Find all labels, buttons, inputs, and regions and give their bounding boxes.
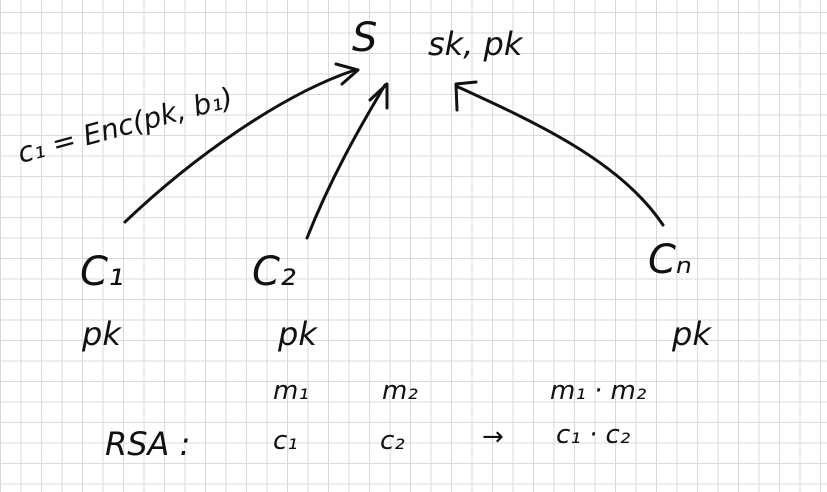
message-1: m₁	[273, 378, 309, 404]
rsa-label: RSA :	[105, 428, 190, 460]
arrow-cn-to-server	[456, 86, 663, 225]
client-1-key: pk	[82, 318, 121, 350]
arrow-c1-to-server	[125, 70, 355, 222]
ciphertext-1: c₁	[273, 428, 298, 454]
client-1-label: C₁	[80, 252, 124, 292]
client-2-label: C₂	[252, 252, 296, 292]
message-product: m₁ · m₂	[550, 378, 646, 404]
ciphertext-product: c₁ · c₂	[556, 422, 630, 448]
client-2-key: pk	[278, 318, 317, 350]
client-n-key: pk	[672, 318, 711, 350]
arrow-c2-to-server	[307, 85, 385, 238]
client-n-label: Cₙ	[648, 240, 692, 280]
ciphertext-2: c₂	[380, 428, 405, 454]
maps-to-arrow-icon: →	[482, 424, 504, 450]
server-label: S	[352, 18, 377, 58]
server-keys: sk, pk	[428, 28, 522, 60]
message-2: m₂	[382, 378, 418, 404]
